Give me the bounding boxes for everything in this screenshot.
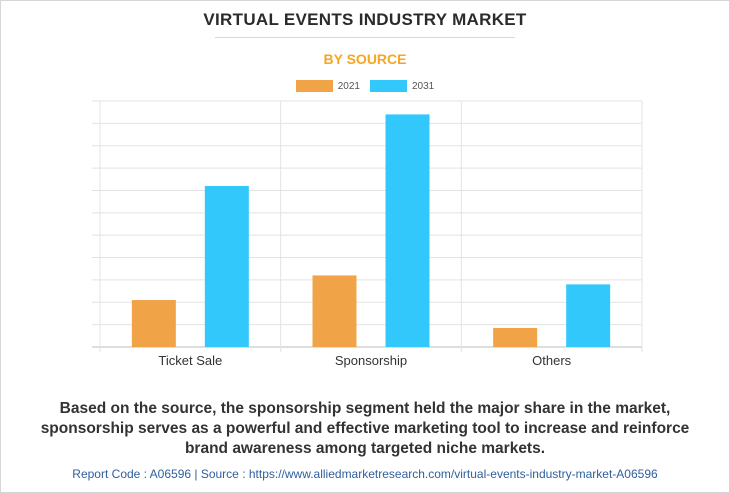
bar-2021-others[interactable]	[493, 327, 538, 347]
bar-2021-sponsorship[interactable]	[312, 275, 357, 347]
chart-gridlines	[92, 100, 643, 352]
chart-description: Based on the source, the sponsorship seg…	[40, 400, 690, 457]
legend-swatch-2021	[295, 80, 333, 92]
chart-title: VIRTUAL EVENTS INDUSTRY MARKET	[203, 10, 527, 29]
bar-2031-ticket-sale[interactable]	[204, 185, 249, 347]
x-tick-label: Ticket Sale	[158, 353, 222, 368]
legend: 2021 2031	[0, 80, 730, 92]
x-axis-labels: Ticket Sale Sponsorship Others	[158, 353, 571, 368]
legend-label-2021: 2021	[337, 80, 360, 92]
x-tick-label: Others	[532, 353, 572, 368]
legend-item-2021[interactable]: 2021	[295, 80, 360, 92]
legend-swatch-2031	[370, 80, 407, 92]
legend-label-2031: 2031	[412, 80, 435, 92]
report-footer[interactable]: Report Code : A06596 | Source : https://…	[72, 467, 658, 481]
bar-2021-ticket-sale[interactable]	[131, 300, 176, 347]
x-tick-label: Sponsorship	[335, 353, 407, 368]
chart-subtitle: BY SOURCE	[323, 51, 407, 67]
title-divider	[215, 37, 515, 38]
legend-item-2031[interactable]: 2031	[370, 80, 434, 92]
chart-bars	[131, 114, 611, 347]
bar-2031-sponsorship[interactable]	[385, 114, 430, 347]
bar-2031-others[interactable]	[566, 284, 611, 347]
